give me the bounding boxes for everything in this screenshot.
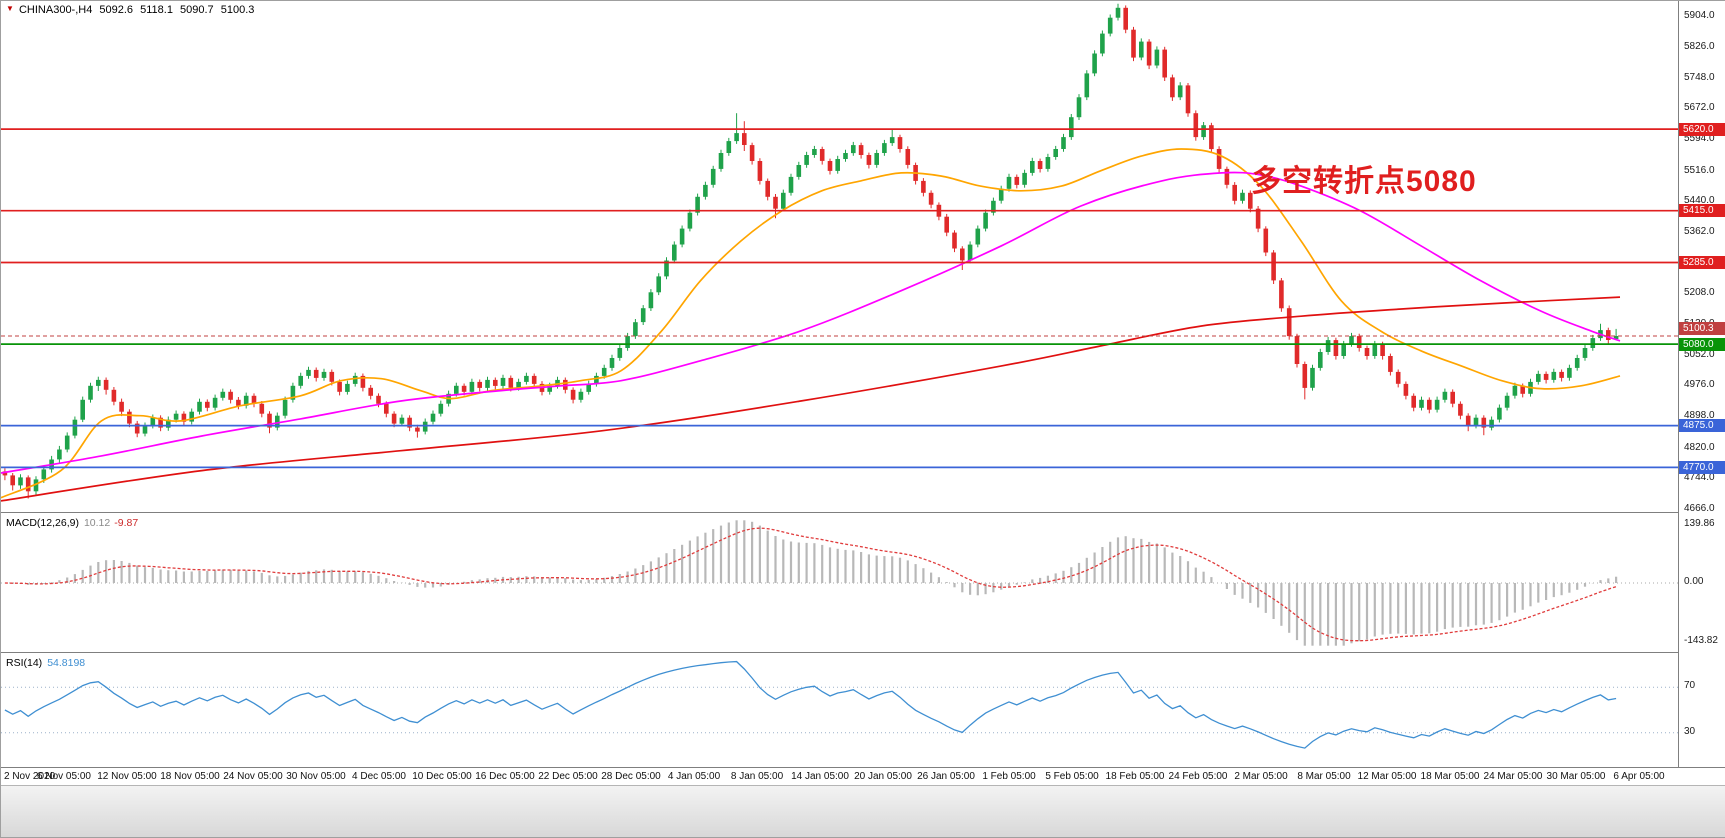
time-label: 2 Mar 05:00 [1234,771,1288,782]
macd-panel: MACD(12,26,9) 10.12 -9.87 [1,512,1678,653]
horizontal-level-lines [1,128,1678,469]
time-label: 10 Dec 05:00 [412,771,472,782]
macd-signal-line [4,527,1617,642]
price-tick: 5362.0 [1684,225,1715,237]
symbol-name: CHINA300-,H4 [18,4,93,16]
price-axis[interactable]: 5904.0 5826.0 5748.0 5672.0 5594.0 5516.0 5440… [1678,1,1725,767]
time-label: 4 Dec 05:00 [352,771,406,782]
price-tick: 5440.0 [1684,194,1715,206]
macd-chart-surface[interactable] [1,513,1678,652]
price-level-tag: 4770.0 [1679,460,1725,474]
rsi-line [4,660,1617,749]
time-label: 6 Apr 05:00 [1613,771,1665,782]
time-label: 12 Nov 05:00 [97,771,157,782]
ohlc-open: 5092.6 [99,4,134,16]
time-label: 18 Mar 05:00 [1420,771,1480,782]
time-label: 22 Dec 05:00 [538,771,598,782]
price-tick: 5748.0 [1684,72,1715,84]
price-tick: 5208.0 [1684,287,1715,299]
price-level-tag: 5415.0 [1679,204,1725,218]
rsi-name: RSI(14) [6,657,43,669]
rsi-level-label: 30 [1684,725,1696,737]
macd-label: MACD(12,26,9) 10.12 -9.87 [6,517,138,529]
time-label: 14 Jan 05:00 [791,771,849,782]
price-panel: ▼ CHINA300-,H4 5092.6 5118.1 5090.7 5100… [1,1,1678,512]
price-tick: 4976.0 [1684,379,1715,391]
time-label: 4 Jan 05:00 [667,771,721,782]
time-label: 16 Dec 05:00 [475,771,535,782]
time-label: 24 Feb 05:00 [1168,771,1228,782]
price-tick: 5672.0 [1684,102,1715,114]
macd-name: MACD(12,26,9) [6,517,79,529]
price-level-tag: 5620.0 [1679,122,1725,136]
symbol-marker-icon: ▼ [6,4,14,13]
time-label: 6 Nov 05:00 [37,771,91,782]
price-tick: 4898.0 [1684,410,1715,422]
time-label: 2 Nov 2020 [4,771,56,782]
time-label: 20 Jan 05:00 [854,771,912,782]
price-tick: 5052.0 [1684,349,1715,361]
price-level-tag: 4875.0 [1679,419,1725,433]
rsi-chart-surface[interactable] [1,653,1678,767]
time-label: 28 Dec 05:00 [601,771,661,782]
rsi-level-label: 70 [1684,680,1696,692]
price-level-tag: 5285.0 [1679,255,1725,269]
ohlc-low: 5090.7 [180,4,214,16]
macd-tick: -143.82 [1684,635,1718,647]
rsi-panel: RSI(14) 54.8198 [1,652,1678,768]
time-label: 30 Nov 05:00 [286,771,346,782]
macd-signal-value: -9.87 [114,517,139,529]
bottom-strip [1,785,1725,837]
time-label: 26 Jan 05:00 [917,771,975,782]
annotation-text: 多空转折点5080 [1251,165,1477,198]
time-label: 8 Jan 05:00 [730,771,784,782]
macd-tick: 139.86 [1684,518,1715,530]
time-label: 30 Mar 05:00 [1546,771,1606,782]
rsi-label: RSI(14) 54.8198 [6,657,85,669]
time-axis[interactable]: 2 Nov 2020 6 Nov 05:00 12 Nov 05:00 18 Nov … [1,767,1725,786]
macd-tick: 0.00 [1684,576,1704,587]
price-level-tag: 5080.0 [1679,337,1725,351]
price-tick: 5826.0 [1684,41,1715,53]
ma-slow-red [1,296,1621,502]
price-tick: 5904.0 [1684,10,1715,22]
ma-mid-magenta [1,171,1621,474]
time-label: 8 Mar 05:00 [1297,771,1351,782]
price-tick: 5594.0 [1684,133,1715,145]
candlestick-series [2,3,1619,499]
price-chart-surface[interactable] [1,1,1678,512]
time-label: 1 Feb 05:00 [982,771,1036,782]
macd-histogram [11,520,1618,646]
macd-main-value: 10.12 [83,517,111,529]
ohlc-close: 5100.3 [220,4,255,16]
price-tick: 4820.0 [1684,441,1715,453]
time-label: 5 Feb 05:00 [1045,771,1099,782]
time-label: 24 Nov 05:00 [223,771,283,782]
time-label: 18 Feb 05:00 [1105,771,1165,782]
current-price-tag: 5100.3 [1679,321,1725,335]
rsi-value: 54.8198 [47,657,86,669]
ohlc-high: 5118.1 [140,4,173,16]
time-label: 18 Nov 05:00 [160,771,220,782]
time-label: 12 Mar 05:00 [1357,771,1417,782]
price-tick: 4744.0 [1684,471,1715,483]
time-label: 24 Mar 05:00 [1483,771,1543,782]
price-tick: 5516.0 [1684,164,1715,176]
price-tick: 4666.0 [1684,502,1715,514]
ma-fast-orange [1,148,1621,499]
symbol-header: ▼ CHINA300-,H4 5092.6 5118.1 5090.7 5100… [6,4,258,16]
